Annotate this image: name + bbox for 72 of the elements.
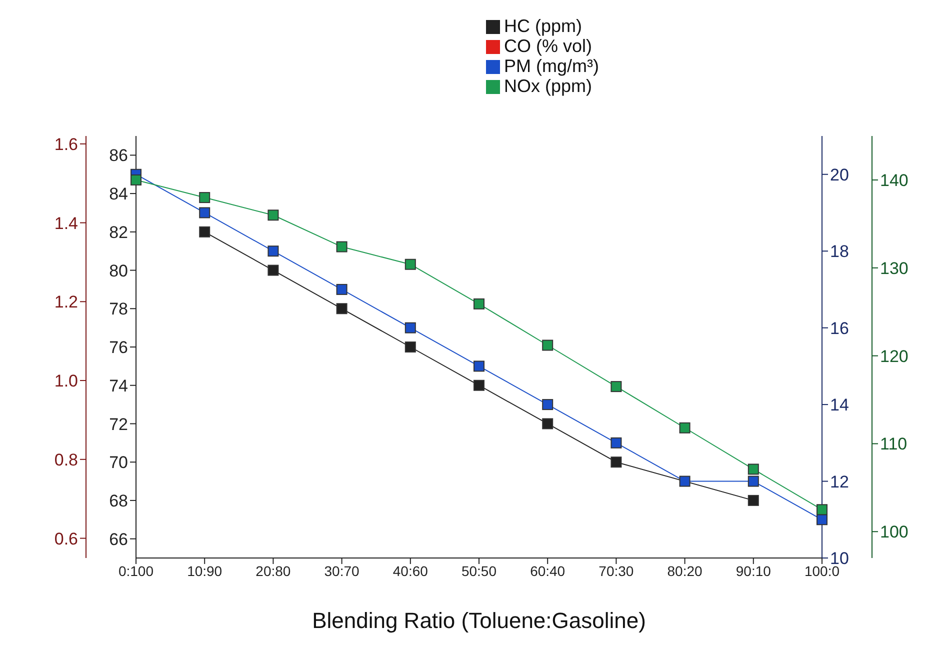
y2-tick-label: 130 — [880, 258, 908, 278]
y2-tick-label: 1.4 — [54, 214, 78, 233]
x-tick-label: 100:0 — [804, 562, 840, 579]
y2-tick-label: 1.2 — [54, 292, 78, 312]
legend-label: CO (% vol) — [504, 36, 592, 56]
legend-label: PM (mg/m³) — [504, 56, 599, 76]
point — [199, 192, 210, 204]
y2-tick-label: 100 — [880, 522, 908, 542]
x-tick-label: 20:80 — [256, 562, 291, 579]
y-tick-label: 82 — [109, 222, 128, 242]
y-tick-label: 20 — [830, 165, 849, 184]
point — [610, 381, 622, 392]
point — [336, 241, 348, 252]
point — [679, 422, 690, 434]
point — [404, 258, 416, 270]
x-tick-label: 0:100 — [118, 562, 154, 579]
point — [610, 437, 622, 448]
x-axis-title: Blending Ratio (Toluene:Gasoline) — [312, 608, 646, 633]
x-tick-label: 50:50 — [461, 562, 497, 579]
point — [130, 174, 142, 186]
y2-tick-label: 140 — [880, 170, 908, 190]
y-tick-label: 68 — [109, 491, 128, 510]
point — [816, 514, 828, 526]
x-tick-label: 80:20 — [667, 562, 703, 579]
y-tick-label: 74 — [109, 376, 128, 396]
point — [268, 264, 279, 276]
point — [199, 207, 210, 218]
point — [748, 494, 759, 506]
legend-label: NOx (ppm) — [504, 76, 592, 96]
point — [816, 504, 828, 516]
y-tick-label: 84 — [109, 184, 128, 204]
y-tick-label: 80 — [109, 261, 128, 280]
point — [542, 399, 554, 410]
point — [748, 476, 759, 487]
point — [748, 464, 759, 475]
y-tick-label: 78 — [109, 300, 128, 319]
point — [268, 210, 279, 221]
point — [542, 340, 554, 351]
point — [542, 418, 554, 430]
y2-tick-label: 0.8 — [54, 450, 78, 470]
x-tick-label: 90:10 — [736, 562, 772, 579]
y-tick-label: 18 — [830, 242, 849, 262]
y2-tick-label: 120 — [880, 346, 908, 366]
x-tick-label: 60:40 — [530, 562, 566, 579]
y2-tick-label: 110 — [880, 434, 908, 454]
legend-label: HC (ppm) — [504, 16, 582, 36]
y-tick-label: 66 — [109, 530, 128, 549]
x-tick-label: 10:90 — [187, 562, 222, 579]
point — [199, 226, 210, 238]
y2-tick-label: 1.6 — [54, 134, 78, 154]
point — [336, 284, 348, 295]
x-tick-label: 40:60 — [392, 562, 428, 579]
y-tick-label: 14 — [830, 396, 849, 415]
point — [679, 476, 690, 487]
y-tick-label: 76 — [109, 338, 128, 358]
point — [474, 360, 484, 372]
point — [610, 456, 622, 468]
point — [404, 322, 416, 334]
y-tick-label: 16 — [830, 318, 849, 338]
x-tick-label: 30:70 — [324, 562, 360, 579]
y2-tick-label: 1.0 — [54, 372, 78, 391]
x-tick-label: 70:30 — [598, 562, 634, 579]
y-tick-label: 72 — [109, 414, 128, 434]
point — [268, 246, 279, 257]
point — [336, 303, 348, 314]
point — [404, 342, 416, 352]
y-tick-label: 86 — [109, 146, 128, 166]
y-tick-label: 70 — [109, 453, 128, 472]
point — [474, 380, 484, 391]
point — [474, 298, 484, 310]
y-tick-label: 12 — [830, 472, 849, 492]
y2-tick-label: 0.6 — [54, 529, 78, 548]
